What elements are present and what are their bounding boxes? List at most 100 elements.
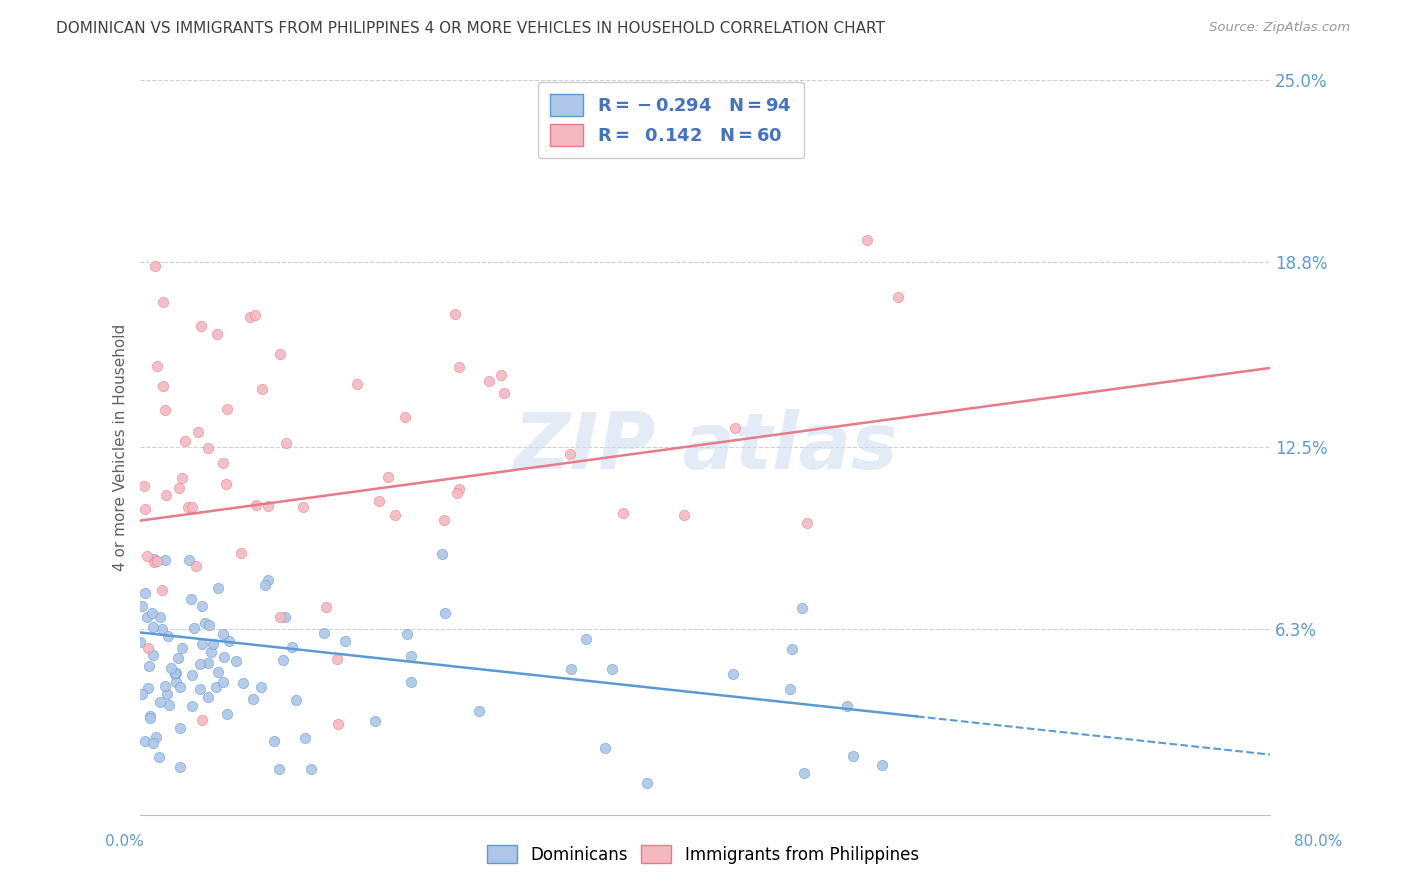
Point (872, 758, 894, 772)
Point (142, 648, 165, 662)
Point (136, 549, 159, 563)
Point (796, 516, 818, 530)
Point (315, 599, 337, 614)
Point (150, 622, 173, 636)
Point (394, 409, 416, 424)
Point (242, 692, 264, 706)
Point (134, 734, 156, 748)
Point (143, 259, 166, 273)
Point (187, 425, 209, 439)
Point (153, 679, 176, 693)
Point (174, 434, 197, 449)
Text: 0.0%: 0.0% (105, 834, 145, 849)
Point (299, 762, 322, 776)
Point (157, 629, 180, 643)
Point (326, 717, 349, 731)
Point (232, 675, 254, 690)
Point (145, 730, 167, 744)
Point (207, 581, 229, 595)
Point (312, 625, 335, 640)
Point (167, 481, 190, 495)
Point (146, 359, 169, 373)
Point (377, 469, 399, 483)
Point (384, 508, 406, 522)
Point (146, 554, 169, 568)
Text: 80.0%: 80.0% (1295, 834, 1343, 849)
Text: DOMINICAN VS IMMIGRANTS FROM PHILIPPINES 4 OR MORE VEHICLES IN HOUSEHOLD CORRELA: DOMINICAN VS IMMIGRANTS FROM PHILIPPINES… (56, 21, 886, 36)
Point (218, 634, 240, 648)
Point (205, 326, 228, 341)
Point (399, 649, 422, 664)
Point (842, 749, 865, 764)
Point (257, 573, 280, 587)
Point (134, 501, 156, 516)
Point (217, 401, 239, 416)
Point (231, 546, 253, 560)
Point (856, 233, 879, 247)
Text: Source: ZipAtlas.com: Source: ZipAtlas.com (1209, 21, 1350, 34)
Point (285, 693, 308, 707)
Point (269, 610, 291, 624)
Point (401, 675, 423, 690)
Point (139, 708, 162, 723)
Point (434, 607, 457, 621)
Point (181, 500, 204, 515)
Point (560, 662, 582, 676)
Point (207, 665, 229, 680)
Point (443, 307, 465, 321)
Point (153, 403, 176, 417)
Point (335, 633, 357, 648)
Point (593, 740, 616, 755)
Point (131, 687, 153, 701)
Point (136, 610, 159, 624)
Point (183, 621, 205, 635)
Point (190, 318, 212, 333)
Point (253, 578, 276, 592)
Point (396, 627, 419, 641)
Point (148, 695, 170, 709)
Point (141, 606, 163, 620)
Point (142, 620, 165, 634)
Point (134, 586, 156, 600)
Point (447, 359, 470, 374)
Point (190, 599, 212, 613)
Point (446, 486, 468, 500)
Point (243, 308, 266, 322)
Point (215, 476, 238, 491)
Point (165, 674, 187, 689)
Point (673, 508, 696, 522)
Point (368, 493, 391, 508)
Point (163, 667, 186, 681)
Point (165, 665, 187, 680)
Point (136, 640, 159, 655)
Point (271, 652, 294, 666)
Point (274, 609, 297, 624)
Point (225, 655, 247, 669)
Point (430, 547, 453, 561)
Point (780, 642, 803, 657)
Point (294, 731, 316, 745)
Point (172, 640, 194, 655)
Point (181, 668, 204, 682)
Point (169, 721, 191, 735)
Point (169, 760, 191, 774)
Point (167, 651, 190, 665)
Point (136, 681, 159, 695)
Point (212, 627, 235, 641)
Point (157, 698, 180, 713)
Point (180, 592, 202, 607)
Point (152, 294, 174, 309)
Point (138, 711, 160, 725)
Point (269, 763, 291, 777)
Point (150, 582, 173, 597)
Point (263, 734, 285, 748)
Point (165, 666, 187, 681)
Point (128, 635, 150, 649)
Point (281, 640, 304, 655)
Point (558, 447, 581, 461)
Point (142, 736, 165, 750)
Point (138, 658, 160, 673)
Point (143, 555, 166, 569)
Point (245, 498, 267, 512)
Point (249, 680, 271, 694)
